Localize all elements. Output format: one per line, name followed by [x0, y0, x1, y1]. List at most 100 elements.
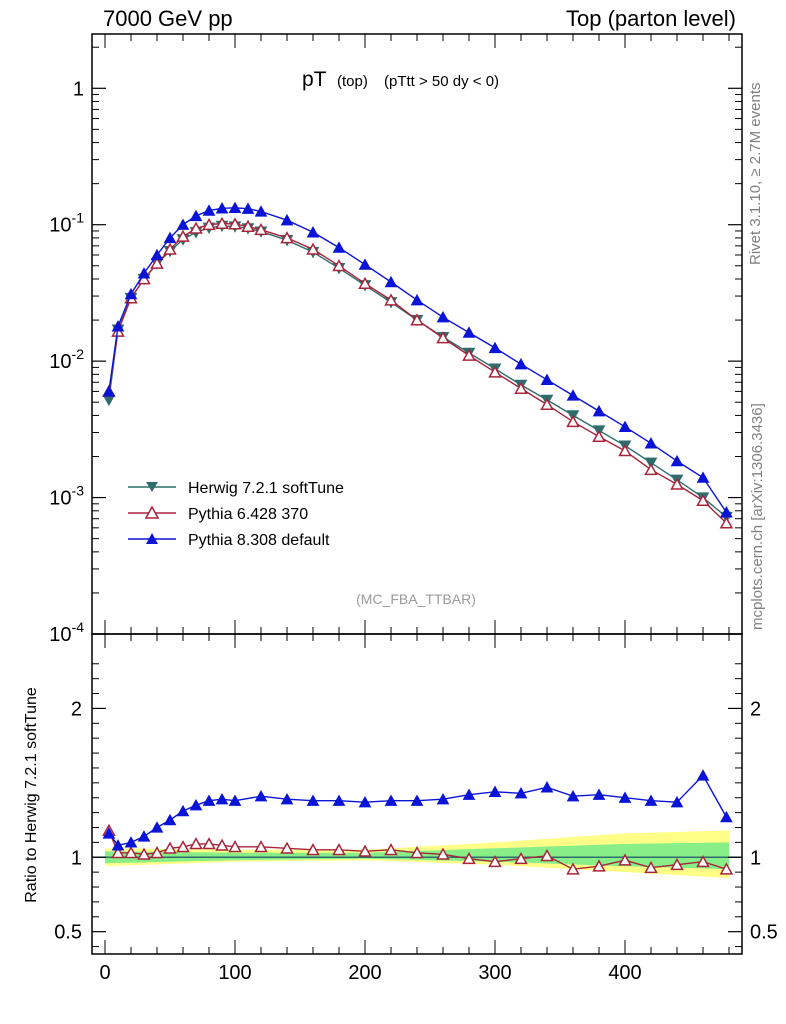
series-pythia6: [102, 216, 734, 529]
data-point-ratio-pythia8: [592, 788, 606, 800]
data-point-ratio-pythia8: [384, 794, 398, 806]
series-line-pythia6: [108, 222, 727, 524]
data-point-ratio-pythia8: [124, 836, 138, 848]
series-ratio-pythia6: [102, 823, 734, 875]
ratio-y-tick-label: 1: [71, 847, 82, 869]
data-point-ratio-pythia8: [462, 788, 476, 800]
data-point-pythia8: [202, 204, 216, 216]
x-tick-label: 400: [608, 962, 641, 984]
data-point-pythia8: [254, 205, 268, 217]
data-point-ratio-pythia8: [163, 813, 177, 826]
ratio-y-tick-label: 0.5: [54, 922, 82, 944]
x-tick-label: 300: [478, 962, 511, 984]
data-point-pythia6: [202, 217, 216, 231]
data-point-ratio-pythia6: [228, 840, 242, 853]
series-line-herwig: [108, 225, 727, 518]
data-point-ratio-pythia6: [670, 857, 684, 871]
header-left: 7000 GeV pp: [103, 6, 233, 31]
data-point-pythia8: [566, 389, 580, 401]
data-point-ratio-pythia6: [384, 843, 398, 856]
data-point-pythia8: [306, 226, 320, 238]
data-point-ratio-pythia8: [202, 794, 216, 806]
data-point-ratio-pythia6: [488, 854, 502, 868]
data-point-pythia8: [124, 287, 138, 300]
data-point-ratio-pythia8: [540, 781, 554, 793]
data-point-pythia6: [228, 217, 242, 230]
main-series-layer: [102, 201, 734, 529]
data-point-ratio-pythia8: [137, 830, 151, 842]
data-point-ratio-pythia8: [215, 792, 229, 805]
legend: Herwig 7.2.1 softTune Pythia 6.428 370 P…: [128, 480, 344, 549]
legend-label-pythia6: Pythia 6.428 370: [188, 506, 308, 523]
data-point-ratio-pythia8: [410, 794, 424, 806]
header-right: Top (parton level): [566, 6, 736, 31]
data-point-pythia8: [137, 267, 151, 279]
data-point-pythia6: [644, 462, 658, 476]
ratio-y-tick-label-right: 0.5: [750, 922, 778, 944]
data-point-ratio-pythia8: [618, 791, 632, 803]
legend-label-pythia8: Pythia 8.308 default: [188, 532, 330, 549]
data-point-ratio-pythia6: [202, 837, 216, 850]
ratio-plot-frame: [91, 633, 743, 955]
data-point-pythia6: [488, 365, 502, 378]
data-point-ratio-pythia8: [514, 787, 528, 799]
y-tick-label: 10-3: [49, 483, 84, 510]
data-point-ratio-pythia8: [280, 792, 294, 805]
data-point-pythia8: [280, 213, 294, 226]
ratio-y-axis-label: Ratio to Herwig 7.2.1 softTune: [23, 687, 40, 903]
data-point-pythia8: [592, 404, 606, 417]
x-tick-label: 100: [218, 962, 251, 984]
x-tick-label: 200: [348, 962, 381, 984]
data-point-pythia6: [514, 381, 528, 394]
data-point-pythia8: [163, 231, 177, 244]
y-tick-label: 10-4: [49, 619, 84, 646]
legend-entry-pythia8: Pythia 8.308 default: [128, 532, 330, 549]
main-title-cut: (pTtt > 50 dy < 0): [384, 73, 499, 90]
data-point-pythia6: [176, 229, 190, 242]
data-point-pythia6: [358, 276, 372, 290]
data-point-ratio-pythia8: [358, 795, 372, 808]
data-point-ratio-pythia8: [488, 785, 502, 797]
data-point-pythia6: [150, 256, 164, 269]
data-point-pythia6: [696, 493, 710, 507]
data-point-pythia8: [228, 201, 242, 213]
data-point-ratio-pythia8: [228, 794, 242, 806]
data-point-pythia8: [488, 341, 502, 354]
data-point-ratio-pythia6: [644, 860, 658, 874]
x-tick-label: 0: [99, 962, 110, 984]
data-point-ratio-pythia6: [124, 846, 138, 859]
data-point-pythia6: [254, 222, 268, 236]
data-point-ratio-pythia6: [332, 843, 346, 856]
data-point-ratio-pythia6: [306, 843, 320, 856]
data-point-pythia8: [514, 357, 528, 370]
series-ratio-pythia8: [102, 769, 733, 851]
data-point-ratio-pythia6: [514, 851, 528, 865]
series-pythia8: [102, 201, 733, 518]
data-point-ratio-pythia6: [137, 847, 151, 860]
data-point-pythia8: [670, 454, 684, 467]
series-herwig: [102, 220, 733, 524]
data-point-ratio-pythia6: [163, 841, 177, 854]
data-point-pythia8: [696, 471, 710, 483]
data-point-ratio-pythia6: [176, 840, 190, 853]
data-point-pythia6: [670, 477, 684, 490]
data-point-ratio-pythia8: [111, 839, 125, 851]
data-point-ratio-pythia8: [189, 798, 203, 811]
data-point-pythia6: [306, 242, 320, 255]
data-point-ratio-pythia8: [176, 804, 190, 817]
main-title-sub: (top): [337, 73, 368, 90]
y-tick-label: 10-1: [49, 210, 84, 237]
data-point-pythia8: [176, 218, 190, 230]
watermark: (MC_FBA_TTBAR): [356, 591, 476, 607]
data-point-ratio-pythia6: [719, 862, 734, 875]
data-point-ratio-pythia6: [358, 844, 372, 857]
data-point-pythia6: [410, 313, 424, 326]
ratio-series-layer: [102, 769, 734, 875]
data-point-pythia6: [215, 216, 229, 229]
ratio-y-tick-label-right: 2: [750, 698, 761, 720]
data-point-ratio-pythia8: [150, 821, 164, 833]
data-point-pythia8: [111, 320, 125, 332]
data-point-pythia8: [644, 437, 658, 449]
data-point-pythia8: [410, 293, 424, 306]
data-point-ratio-pythia8: [644, 794, 658, 806]
